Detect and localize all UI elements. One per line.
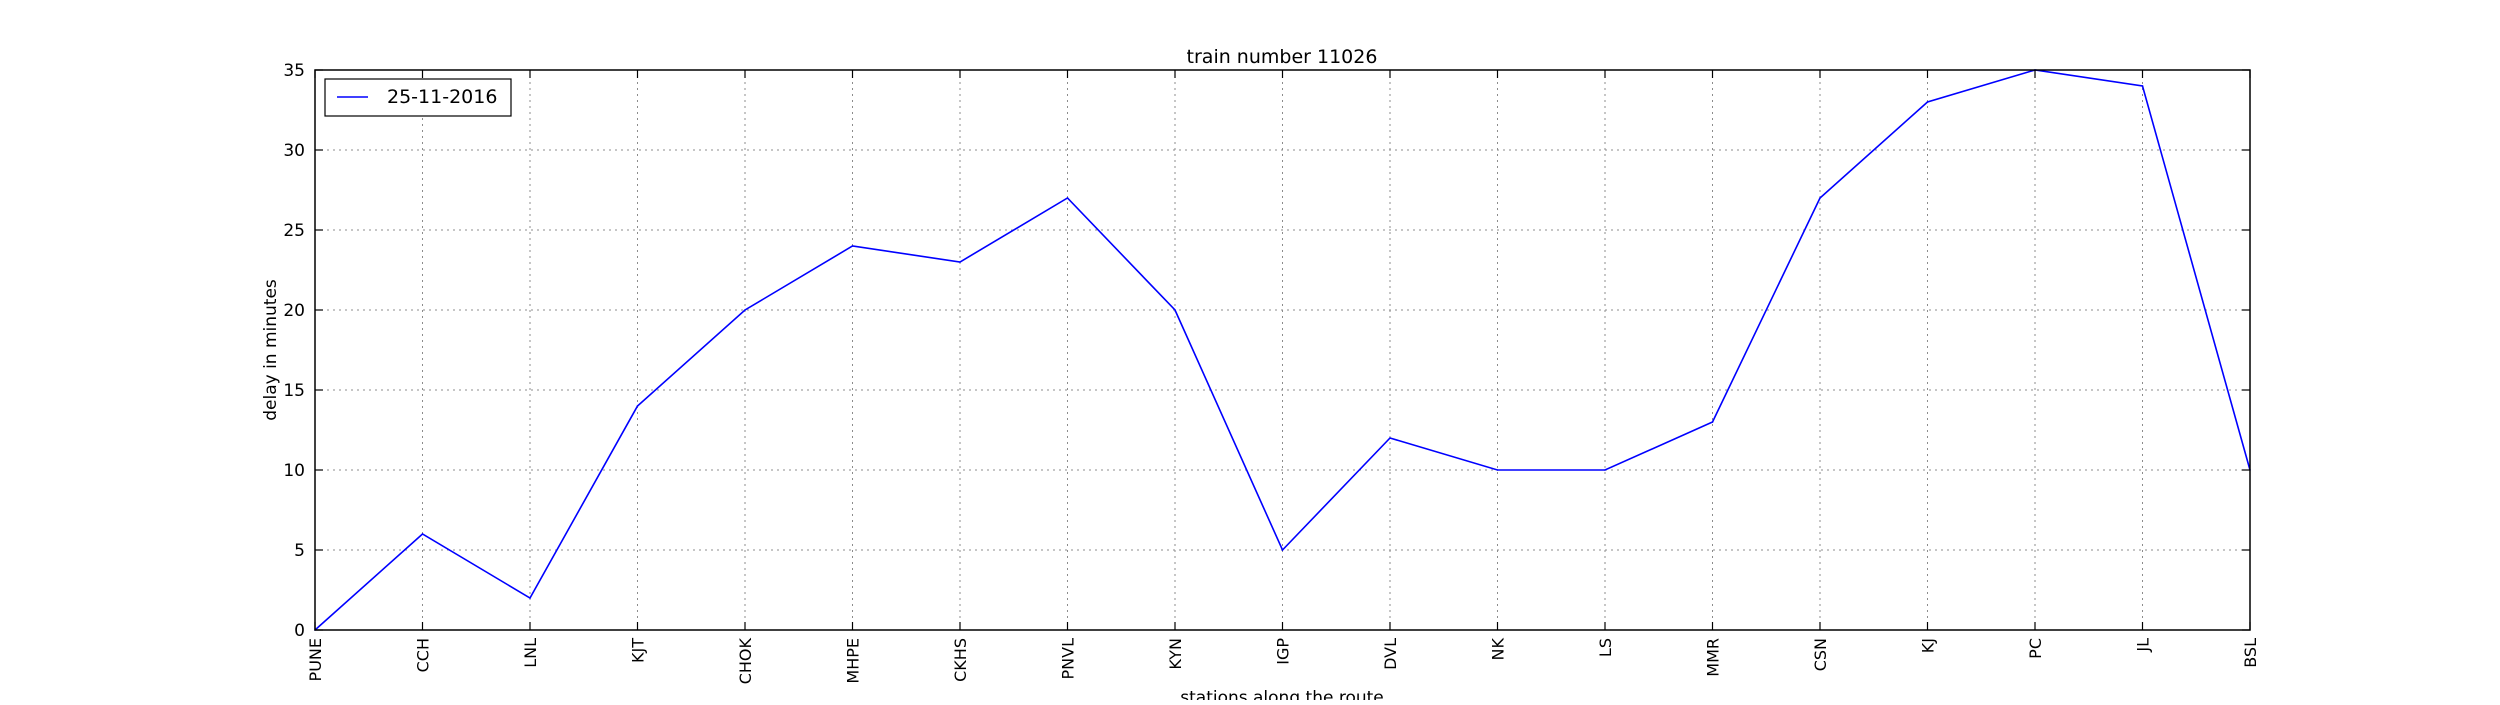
data-point bbox=[1389, 437, 1391, 439]
x-tick-label: KYN bbox=[1166, 638, 1185, 670]
x-tick-label: CHOK bbox=[736, 638, 755, 685]
y-tick-label: 15 bbox=[283, 381, 305, 401]
y-tick-label: 0 bbox=[294, 621, 305, 641]
x-tick-label: PC bbox=[2026, 638, 2045, 659]
data-point bbox=[1066, 197, 1069, 199]
data-point bbox=[1926, 101, 1929, 103]
x-tick-label: PNVL bbox=[1059, 638, 1078, 680]
data-point bbox=[1496, 469, 1499, 471]
y-tick-label: 20 bbox=[283, 301, 305, 321]
x-tick-label: MMR bbox=[1704, 638, 1723, 677]
data-point bbox=[529, 597, 531, 599]
x-tick-label: LNL bbox=[521, 638, 540, 668]
data-point bbox=[1281, 549, 1284, 551]
data-point bbox=[1174, 309, 1176, 311]
x-axis-label: stations along the route bbox=[1180, 688, 1384, 700]
data-point bbox=[636, 405, 639, 407]
data-point bbox=[421, 533, 424, 535]
x-tick-label: CSN bbox=[1811, 638, 1830, 671]
plot-background bbox=[315, 70, 2250, 630]
y-tick-label: 25 bbox=[283, 221, 305, 241]
y-tick-label: 35 bbox=[283, 61, 305, 81]
x-tick-label: NK bbox=[1489, 638, 1508, 661]
data-point bbox=[2141, 85, 2144, 87]
y-tick-label: 30 bbox=[283, 141, 305, 161]
chart-title: train number 11026 bbox=[1187, 46, 1378, 68]
x-tick-label: JL bbox=[2134, 638, 2153, 653]
legend-label: 25-11-2016 bbox=[387, 86, 497, 108]
x-tick-label: KJ bbox=[1919, 638, 1938, 653]
y-axis: 0 5 10 15 20 25 30 35 bbox=[283, 61, 2250, 641]
data-point bbox=[1819, 197, 1821, 199]
data-point bbox=[1604, 469, 1606, 471]
x-tick-label: LS bbox=[1596, 638, 1615, 657]
x-tick-label: DVL bbox=[1381, 638, 1400, 670]
x-tick-label: IGP bbox=[1274, 638, 1293, 665]
x-tick-label: CCH bbox=[414, 638, 433, 672]
legend: 25-11-2016 bbox=[324, 78, 512, 117]
y-tick-label: 5 bbox=[294, 541, 305, 561]
x-tick-label: PUNE bbox=[306, 638, 325, 681]
y-axis-label: delay in minutes bbox=[261, 279, 281, 421]
data-point bbox=[1711, 421, 1714, 423]
x-tick-label: BSL bbox=[2241, 638, 2260, 668]
legend-frame bbox=[324, 78, 512, 117]
data-point bbox=[959, 261, 961, 263]
y-tick-label: 10 bbox=[283, 461, 305, 481]
x-tick-label: MHPE bbox=[844, 638, 863, 684]
x-tick-label: CKHS bbox=[951, 638, 970, 682]
data-point bbox=[744, 309, 746, 311]
x-axis: PUNE CCH LNL KJT CHOK MHPE CKHS PNVL KYN IGP DVL NK… bbox=[306, 70, 2260, 684]
data-point bbox=[851, 245, 854, 247]
x-tick-label: KJT bbox=[629, 638, 648, 663]
series-layer bbox=[314, 69, 2251, 631]
